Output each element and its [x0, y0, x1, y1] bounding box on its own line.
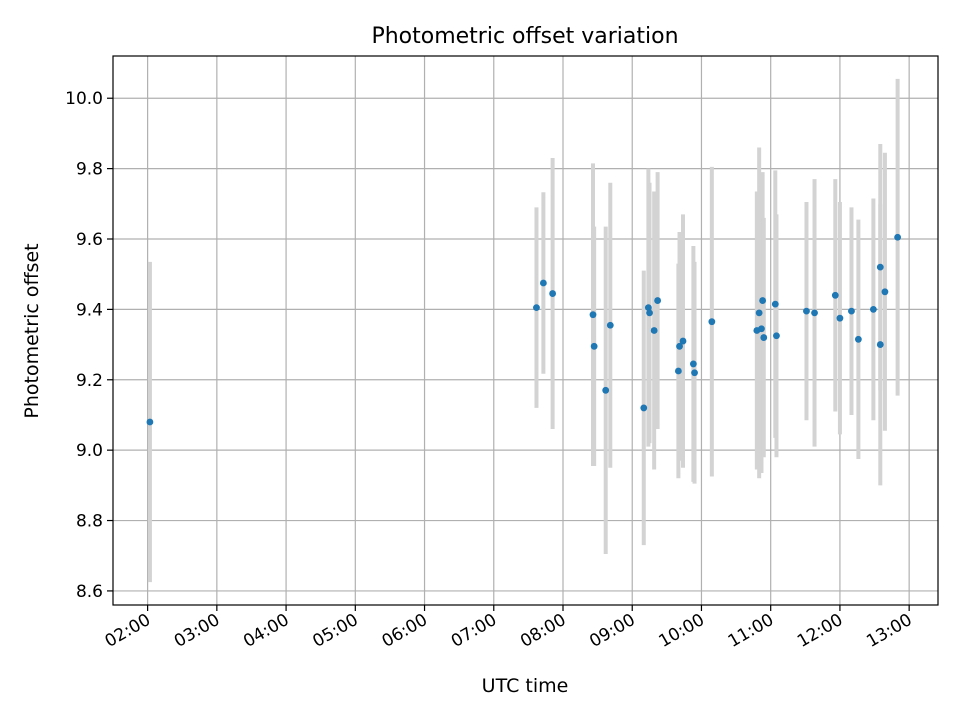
data-point: [869, 305, 877, 313]
data-point: [831, 291, 839, 299]
data-point: [836, 314, 844, 322]
data-point: [708, 318, 716, 326]
data-point: [760, 334, 768, 341]
data-point: [674, 367, 682, 375]
data-point: [773, 332, 780, 340]
y-axis-ticks: 8.6 8.8 9.0 9.2 9.4 9.6 9.8 10.0: [65, 89, 113, 602]
data-point: [876, 341, 884, 348]
data-point: [602, 386, 610, 394]
data-point: [848, 307, 855, 315]
x-axis-label: UTC time: [482, 675, 569, 697]
data-point: [876, 263, 884, 271]
y-tick-label: 9.0: [76, 441, 103, 461]
data-point: [803, 307, 810, 315]
data-point: [771, 300, 779, 308]
data-point: [539, 279, 547, 287]
data-point: [881, 288, 889, 296]
data-point: [894, 233, 902, 241]
y-tick-label: 9.2: [76, 371, 103, 391]
data-markers: [146, 233, 902, 426]
data-point: [533, 304, 540, 312]
y-tick-label: 8.6: [76, 582, 103, 602]
y-tick-label: 9.4: [76, 300, 103, 320]
data-point: [644, 304, 652, 312]
data-point: [676, 342, 683, 350]
data-point: [759, 297, 767, 304]
data-point: [811, 309, 818, 317]
data-point: [650, 327, 658, 334]
data-point: [689, 360, 697, 368]
y-tick-label: 9.8: [76, 160, 103, 180]
data-point: [758, 325, 765, 333]
data-point: [640, 404, 648, 412]
y-tick-label: 8.8: [76, 512, 103, 532]
y-axis-label: Photometric offset: [21, 243, 43, 418]
y-tick-label: 10.0: [65, 89, 103, 109]
data-point: [854, 335, 862, 343]
data-point: [589, 311, 597, 319]
data-point: [654, 297, 662, 304]
data-point: [549, 290, 557, 297]
data-point: [606, 321, 614, 329]
chart-title: Photometric offset variation: [371, 24, 678, 49]
y-tick-label: 9.6: [76, 230, 103, 250]
axes-frame: [112, 55, 939, 606]
data-point: [646, 309, 653, 317]
data-point: [691, 369, 698, 377]
data-point: [590, 342, 598, 350]
data-point: [146, 418, 154, 426]
data-point: [755, 309, 763, 317]
data-point: [679, 337, 687, 345]
